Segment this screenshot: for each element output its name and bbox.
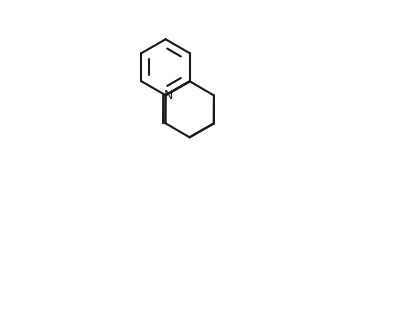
Text: N: N	[164, 89, 173, 102]
